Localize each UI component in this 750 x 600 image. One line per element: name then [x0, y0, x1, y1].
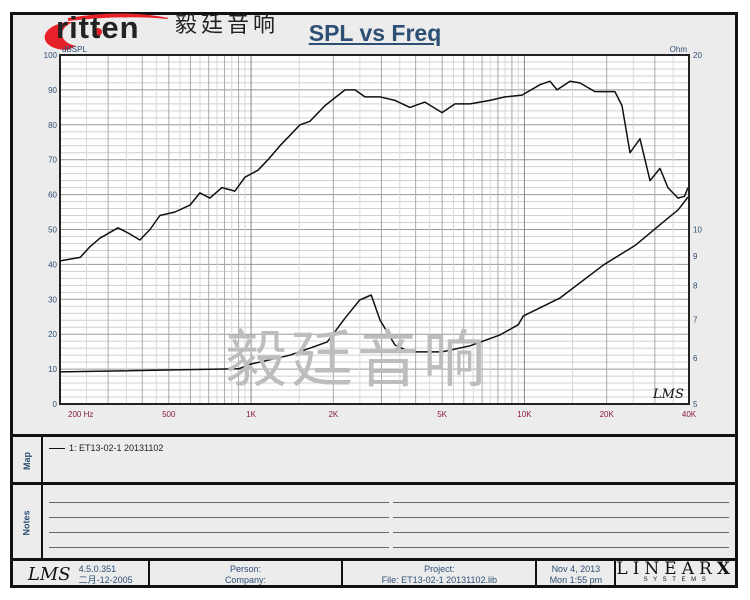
footer-project-cell: Project: File: ET13-02-1 20131102.lib [343, 561, 538, 588]
spl-curve [59, 80, 689, 262]
spl-chart: 0 10 20 30 40 50 60 70 80 90 100 5 6 7 8 9 10 20 200 Hz 500… [44, 45, 703, 419]
brand-text: LINEAR [616, 558, 717, 579]
y2-tick-label: 10 [693, 226, 702, 235]
version: 4.5.0.351 [78, 563, 117, 574]
y2-tick-label: 6 [693, 354, 698, 363]
x-tick-label: 2K [328, 410, 338, 419]
y-tick-label: 20 [48, 330, 57, 339]
y-tick-label: 90 [48, 86, 57, 95]
y-tick-label: 0 [53, 400, 58, 409]
x-tick-label: 5K [437, 410, 447, 419]
y2-tick-label: 9 [693, 252, 698, 261]
note-line[interactable] [393, 532, 729, 533]
x-tick-label: 1K [246, 410, 256, 419]
impedance-curve [59, 196, 689, 373]
lms-annotation: LMS [652, 387, 684, 402]
y2-tick-label: 8 [693, 282, 698, 291]
date: Nov 4, 2013 [551, 563, 601, 574]
lms-logo: LMS [27, 564, 71, 585]
x-tick-label: 10K [517, 410, 532, 419]
map-label: Map [22, 451, 32, 470]
x-tick-label: 40K [682, 410, 697, 419]
notes-section: Notes [13, 482, 735, 560]
plot-border [59, 54, 690, 405]
time: Mon 1:55 pm [549, 574, 603, 585]
logo-swoosh [44, 13, 168, 50]
y-tick-label: 50 [48, 226, 57, 235]
y-tick-label: 60 [48, 191, 57, 200]
brand-sub: S Y S T E M S [643, 576, 708, 583]
y-axis-label: dBSPL [62, 45, 87, 54]
linearx-logo: LINEARX S Y S T E M S [616, 558, 735, 588]
y-tick-label: 30 [48, 295, 57, 304]
note-line[interactable] [393, 502, 729, 503]
note-line[interactable] [49, 502, 389, 503]
note-line[interactable] [49, 517, 389, 518]
legend-line-icon [49, 448, 65, 450]
note-line[interactable] [393, 547, 729, 548]
file-name: File: ET13-02-1 20131102.lib [381, 574, 498, 585]
watermark: 毅廷音响 [225, 326, 490, 395]
note-line[interactable] [49, 547, 389, 548]
y-tick-label: 70 [48, 156, 57, 165]
footer-person-cell: Person: Company: [150, 561, 344, 588]
y-tick-label: 100 [44, 51, 58, 60]
notes-label: Notes [21, 509, 32, 536]
legend-entry: 1: ET13-02-1 20131102 [49, 443, 163, 453]
chart-title: SPL vs Freq [308, 20, 442, 46]
note-line[interactable] [393, 517, 729, 518]
map-section: Map 1: ET13-02-1 20131102 [13, 434, 735, 484]
y2-tick-label: 20 [693, 51, 702, 60]
company-label: Company: [224, 574, 266, 585]
brand-x: X [716, 558, 735, 579]
project-label: Project: [424, 563, 455, 574]
y-tick-label: 80 [48, 121, 57, 130]
footer: LMS 4.5.0.351 二月-12-2005 Person: Company: … [13, 558, 735, 588]
x-tick-label: 200 Hz [68, 410, 93, 419]
y2-tick-label: 5 [693, 400, 698, 409]
footer-version-cell: LMS 4.5.0.351 二月-12-2005 [13, 561, 150, 588]
x-tick-label: 20K [600, 410, 615, 419]
build-date: 二月-12-2005 [78, 574, 133, 585]
logo-chinese: 毅廷音响 [175, 12, 280, 37]
y2-tick-label: 7 [693, 315, 698, 324]
x-tick-label: 500 [162, 410, 176, 419]
y-tick-label: 40 [48, 260, 57, 269]
legend-text: 1: ET13-02-1 20131102 [69, 443, 164, 453]
person-label: Person: [229, 563, 261, 574]
note-line[interactable] [49, 532, 389, 533]
logo-brand: ritten [56, 10, 140, 45]
footer-date-cell: Nov 4, 2013 Mon 1:55 pm [537, 561, 617, 588]
y-tick-label: 10 [48, 365, 57, 374]
y2-axis-label: Ohm [670, 45, 688, 54]
